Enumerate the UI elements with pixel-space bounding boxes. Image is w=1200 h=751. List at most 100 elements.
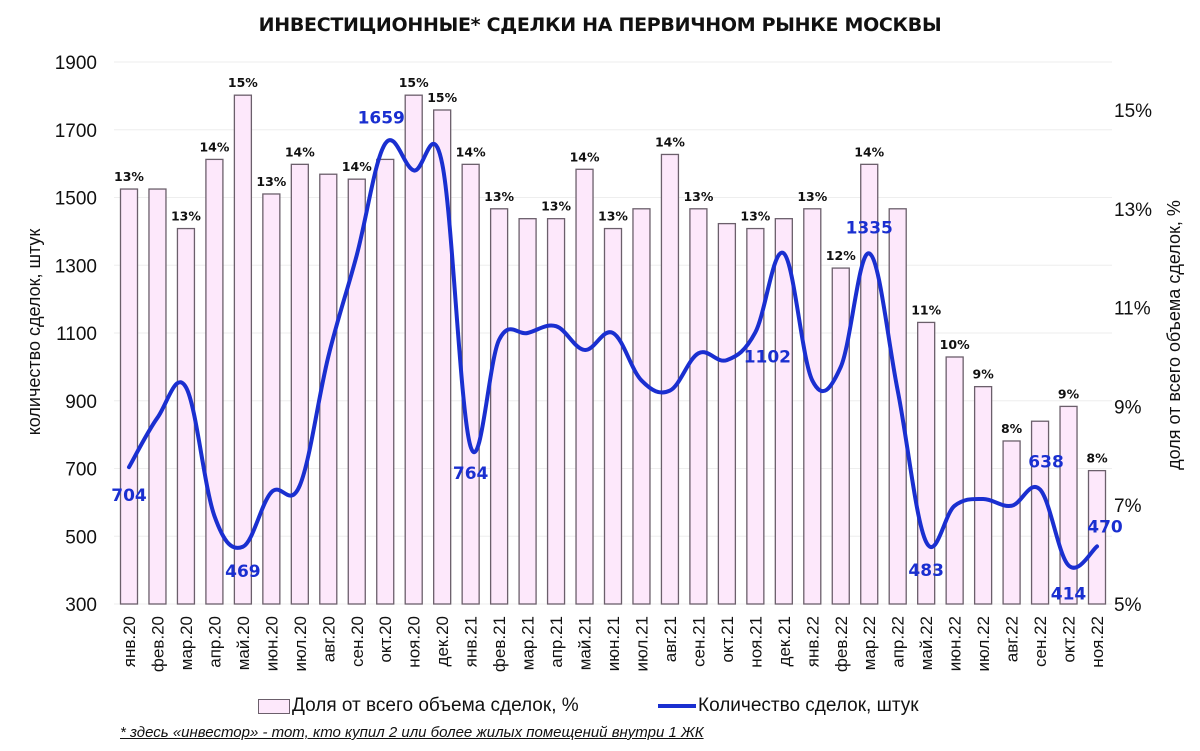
bar: [461, 163, 480, 605]
right-tick-label: 7%: [1114, 496, 1142, 517]
x-axis-label: апр.21: [547, 616, 566, 668]
bar: [148, 188, 167, 605]
line-data-label: 1335: [846, 218, 893, 238]
bar: [433, 109, 452, 605]
bar-data-label: 15%: [228, 75, 258, 90]
bar: [575, 168, 594, 605]
left-tick-label: 1900: [55, 53, 97, 74]
bar: [803, 208, 822, 605]
x-axis-label: июл.21: [632, 616, 651, 671]
bar: [376, 158, 395, 605]
bar: [1002, 440, 1021, 605]
bar-data-label: 9%: [973, 367, 995, 382]
right-tick-label: 15%: [1114, 101, 1152, 122]
bar: [746, 227, 765, 605]
bar-data-label: 14%: [285, 144, 315, 159]
line-data-labels: 704 469 1659 764 1102 1335 483 638 414 470: [111, 109, 1123, 605]
bar-data-label: 11%: [911, 302, 941, 317]
x-axis-label: апр.22: [889, 616, 908, 668]
line-series: [127, 138, 1099, 570]
left-axis-title: количество сделок, штук: [24, 229, 44, 436]
line-data-label: 1102: [744, 347, 791, 367]
x-axis-label: июл.20: [291, 616, 310, 671]
x-axis-labels: янв.20 фев.20 мар.20 апр.20 май.20 июн.20 июл.…: [120, 616, 1107, 672]
line-path: [127, 138, 1099, 570]
left-tick-label: 1300: [55, 256, 97, 277]
x-axis-label: мар.21: [519, 616, 538, 670]
x-axis-label: сен.22: [1031, 616, 1050, 667]
x-axis-label: мар.22: [860, 616, 879, 670]
footnote: * здесь «инвестор» - тот, кто купил 2 ил…: [120, 724, 704, 741]
bar: [860, 163, 879, 605]
x-axis-label: июн.21: [604, 616, 623, 671]
x-axis-label: май.20: [234, 616, 253, 670]
x-axis-label: май.21: [576, 616, 595, 670]
left-axis-ticks: 300 500 700 900 1100 1300 1500 1700 1900: [55, 53, 97, 616]
bar: [290, 163, 309, 605]
x-axis-label: сен.21: [689, 616, 708, 667]
x-axis-label: фев.22: [832, 616, 851, 672]
line-data-label: 638: [1028, 453, 1064, 473]
bar: [973, 385, 993, 605]
line-swatch-icon: [658, 704, 696, 708]
bar-data-label: 13%: [797, 189, 827, 204]
legend-item-bars: Доля от всего объема сделок, %: [258, 695, 579, 717]
bar-data-label: 13%: [740, 209, 770, 224]
line-data-label: 764: [453, 464, 489, 484]
bar: [774, 218, 793, 605]
bar-data-label: 13%: [598, 209, 628, 224]
left-tick-label: 700: [65, 460, 97, 481]
x-axis-label: янв.21: [462, 616, 481, 667]
bar-data-labels: 13%13%14%15%13%14%14%15%15%14%13%13%14%1…: [114, 75, 1108, 465]
bar-data-label: 14%: [199, 139, 229, 154]
x-axis-label: июн.22: [946, 616, 965, 671]
bar-data-label: 14%: [342, 159, 372, 174]
bar: [489, 208, 509, 605]
bar: [717, 222, 737, 605]
bar: [1030, 420, 1050, 605]
right-tick-label: 9%: [1114, 397, 1142, 418]
bar-data-label: 14%: [570, 149, 600, 164]
x-axis-label: мар.20: [177, 616, 196, 670]
x-axis-label: янв.22: [803, 616, 822, 667]
bar: [262, 193, 281, 605]
bar: [119, 188, 139, 605]
bar: [831, 267, 850, 605]
x-axis-label: окт.20: [376, 616, 395, 663]
bar: [233, 94, 253, 605]
bar-data-label: 9%: [1058, 386, 1080, 401]
legend-line-label: Количество сделок, штук: [698, 695, 919, 716]
bar-data-label: 8%: [1001, 421, 1023, 436]
bar-data-label: 13%: [683, 189, 713, 204]
x-axis-label: фев.21: [490, 616, 509, 672]
chart-title: ИНВЕСТИЦИОННЫЕ* СДЕЛКИ НА ПЕРВИЧНОМ РЫНК…: [258, 14, 942, 36]
bar-data-label: 14%: [456, 144, 486, 159]
bar: [632, 208, 651, 605]
x-axis-label: май.22: [917, 616, 936, 670]
bar: [404, 94, 423, 605]
x-axis-label: ноя.20: [405, 616, 424, 668]
bar: [176, 227, 196, 605]
x-axis-label: янв.20: [120, 616, 139, 667]
right-axis-title: доля от всего объема сделок, %: [1164, 200, 1184, 470]
bar: [347, 178, 366, 605]
bar: [888, 208, 907, 605]
left-tick-label: 900: [65, 392, 97, 413]
x-axis-label: июл.22: [974, 616, 993, 671]
bar-series: [119, 94, 1107, 605]
bar-data-label: 13%: [484, 189, 514, 204]
x-axis-label: окт.22: [1060, 616, 1079, 663]
x-axis-label: авг.21: [661, 616, 680, 662]
left-tick-label: 1700: [55, 121, 97, 142]
x-axis-label: дек.20: [433, 616, 452, 666]
bar-data-label: 13%: [171, 209, 201, 224]
bar-data-label: 13%: [541, 199, 571, 214]
bar: [546, 218, 566, 605]
x-axis-label: апр.20: [205, 616, 224, 668]
bar: [205, 158, 224, 605]
line-data-label: 469: [225, 562, 261, 582]
bar: [945, 356, 964, 605]
legend-item-line: Количество сделок, штук: [658, 695, 919, 717]
bar: [660, 153, 680, 605]
